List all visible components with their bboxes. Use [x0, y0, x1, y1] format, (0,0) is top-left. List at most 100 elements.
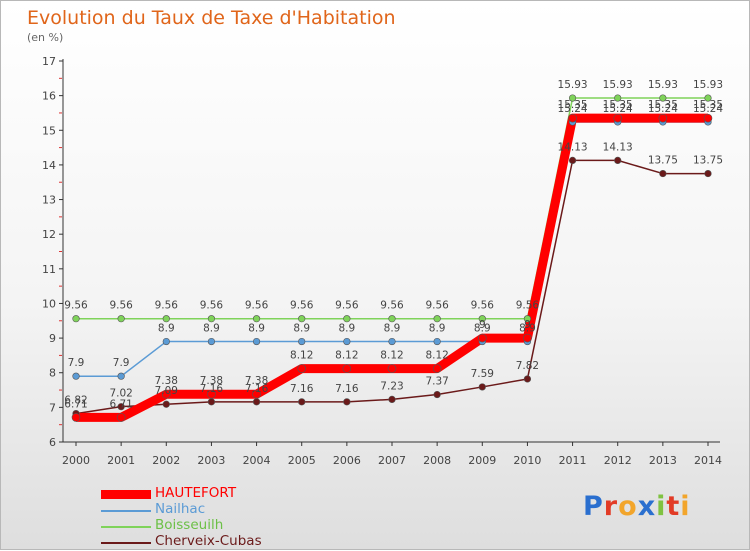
- data-label-boisseuilh: 9.56: [245, 300, 269, 312]
- data-point-hautefort: [613, 113, 623, 123]
- legend: HAUTEFORT Nailhac Boisseuilh Cherveix-Cubas: [101, 485, 361, 551]
- data-label-cherveix-cubas: 7.09: [155, 385, 178, 397]
- data-point-boisseuilh: [523, 315, 532, 323]
- data-point-hautefort: [568, 113, 577, 123]
- data-label-cherveix-cubas: 7.16: [290, 383, 314, 395]
- data-label-boisseuilh: 15.93: [558, 79, 588, 91]
- data-label-boisseuilh: 9.56: [155, 300, 179, 312]
- y-tick-label: 17: [42, 55, 56, 68]
- data-point-boisseuilh: [433, 315, 441, 323]
- data-point-cherveix-cubas: [162, 400, 170, 408]
- x-tick-label: 2003: [197, 454, 225, 467]
- data-point-cherveix-cubas: [478, 383, 486, 391]
- x-tick-label: 2000: [62, 454, 90, 467]
- x-tick-label: 2009: [468, 454, 496, 467]
- data-label-cherveix-cubas: 6.82: [64, 395, 87, 407]
- data-label-cherveix-cubas: 14.13: [558, 141, 588, 153]
- data-label-hautefort: 8.12: [335, 350, 358, 362]
- x-tick-label: 2014: [694, 454, 722, 467]
- logo-letter: o: [618, 491, 638, 522]
- legend-swatch-nailhac: [101, 510, 151, 512]
- x-tick-label: 2006: [333, 454, 361, 467]
- data-label-hautefort: 15.35: [558, 99, 588, 111]
- data-label-cherveix-cubas: 13.75: [693, 155, 723, 167]
- data-label-nailhac: 15.24: [603, 103, 633, 115]
- data-point-hautefort: [432, 364, 442, 373]
- data-point-cherveix-cubas: [704, 169, 712, 178]
- x-tick-label: 2013: [649, 454, 677, 467]
- data-point-hautefort: [207, 389, 216, 399]
- data-point-boisseuilh: [162, 315, 170, 323]
- y-tick-label: 9: [49, 332, 56, 345]
- x-tick-label: 2011: [559, 454, 587, 467]
- data-label-hautefort: 9: [479, 319, 486, 331]
- data-label-boisseuilh: 9.56: [335, 300, 359, 312]
- data-label-hautefort: 9: [524, 319, 531, 331]
- data-label-cherveix-cubas: 7.02: [109, 388, 132, 400]
- y-tick-label: 14: [42, 159, 56, 172]
- data-point-nailhac: [388, 337, 396, 346]
- data-point-hautefort: [116, 413, 126, 422]
- data-point-nailhac: [72, 372, 80, 380]
- data-point-hautefort: [71, 413, 81, 422]
- logo-letter: P: [583, 491, 604, 522]
- data-point-boisseuilh: [659, 94, 667, 102]
- data-label-hautefort: 7.38: [155, 375, 178, 387]
- data-label-cherveix-cubas: 14.13: [603, 141, 633, 153]
- data-label-boisseuilh: 9.56: [425, 300, 449, 312]
- data-label-nailhac: 15.24: [558, 103, 588, 115]
- y-tick-label: 10: [42, 297, 56, 310]
- data-label-cherveix-cubas: 7.59: [471, 368, 494, 380]
- data-label-nailhac: 8.9: [384, 323, 401, 335]
- data-point-hautefort: [297, 364, 307, 373]
- data-label-boisseuilh: 15.93: [693, 79, 723, 91]
- y-tick-label: 11: [42, 263, 56, 276]
- data-point-boisseuilh: [478, 315, 486, 323]
- data-label-nailhac: 8.9: [248, 323, 265, 335]
- legend-item-boisseuilh: Boisseuilh: [101, 517, 361, 535]
- logo-letter: x: [637, 491, 657, 522]
- data-label-cherveix-cubas: 13.75: [648, 155, 678, 167]
- data-point-cherveix-cubas: [614, 156, 622, 165]
- y-tick-label: 6: [49, 436, 56, 449]
- data-point-boisseuilh: [704, 94, 712, 102]
- data-point-cherveix-cubas: [117, 403, 125, 411]
- data-point-cherveix-cubas: [659, 169, 667, 178]
- legend-swatch-cherveix-cubas: [101, 542, 151, 544]
- data-point-cherveix-cubas: [388, 395, 396, 403]
- data-label-boisseuilh: 9.56: [64, 300, 88, 312]
- data-point-hautefort: [387, 364, 397, 373]
- data-point-cherveix-cubas: [252, 398, 261, 406]
- y-tick-label: 7: [49, 401, 56, 414]
- x-tick-label: 2002: [152, 454, 180, 467]
- data-point-boisseuilh: [298, 315, 306, 323]
- data-point-cherveix-cubas: [433, 390, 441, 399]
- data-point-boisseuilh: [207, 315, 216, 323]
- data-label-hautefort: 8.12: [425, 350, 448, 362]
- data-label-nailhac: 15.24: [693, 103, 723, 115]
- data-point-hautefort: [342, 364, 352, 373]
- data-point-boisseuilh: [343, 315, 351, 323]
- legend-item-nailhac: Nailhac: [101, 501, 361, 519]
- data-label-hautefort: 7.38: [200, 375, 223, 387]
- data-label-boisseuilh: 9.56: [380, 300, 404, 312]
- x-tick-label: 2010: [513, 454, 541, 467]
- data-point-boisseuilh: [72, 315, 80, 323]
- data-label-hautefort: 15.35: [693, 99, 723, 111]
- legend-label-cherveix-cubas: Cherveix-Cubas: [155, 533, 262, 549]
- data-point-hautefort: [703, 113, 713, 123]
- x-tick-label: 2012: [604, 454, 632, 467]
- data-label-boisseuilh: 9.56: [516, 300, 540, 312]
- data-point-cherveix-cubas: [523, 375, 532, 383]
- proxiti-logo: Proxiti: [583, 491, 691, 522]
- legend-item-cherveix-cubas: Cherveix-Cubas: [101, 533, 361, 551]
- data-label-cherveix-cubas: 7.23: [380, 380, 403, 392]
- y-tick-label: 16: [42, 90, 56, 103]
- data-label-nailhac: 7.9: [68, 357, 85, 369]
- data-point-nailhac: [252, 337, 261, 346]
- logo-letter: i: [656, 491, 667, 522]
- data-point-nailhac: [162, 337, 170, 346]
- data-label-boisseuilh: 9.56: [200, 300, 224, 312]
- data-point-hautefort: [477, 333, 487, 343]
